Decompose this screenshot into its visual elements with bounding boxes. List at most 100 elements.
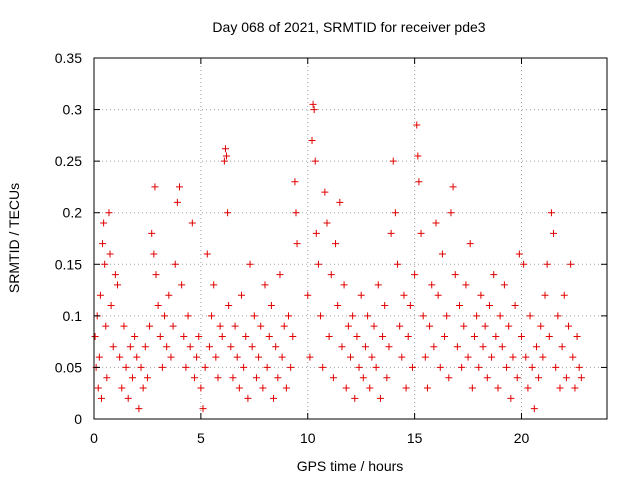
data-point [408, 363, 416, 371]
data-point [321, 188, 329, 196]
data-point [344, 322, 352, 330]
data-point [524, 384, 532, 392]
data-point [95, 353, 103, 361]
data-point [265, 332, 273, 340]
data-point [122, 363, 130, 371]
data-point [195, 332, 203, 340]
data-point [163, 343, 171, 351]
data-point [357, 291, 365, 299]
data-point [148, 229, 156, 237]
data-point [419, 312, 427, 320]
data-point [494, 384, 502, 392]
data-point [535, 374, 543, 382]
data-point [428, 281, 436, 289]
data-point [233, 353, 241, 361]
x-tick-label: 15 [407, 430, 423, 446]
data-point [94, 384, 102, 392]
data-point [188, 219, 196, 227]
data-point [518, 332, 525, 340]
data-point [218, 332, 226, 340]
data-point [274, 374, 282, 382]
y-tick-label: 0.35 [55, 50, 82, 66]
data-point [475, 363, 483, 371]
data-points [91, 100, 585, 413]
data-point [411, 271, 419, 279]
data-point [511, 302, 519, 310]
data-point [126, 343, 134, 351]
data-point [118, 384, 126, 392]
data-point [212, 353, 220, 361]
data-point [109, 343, 117, 351]
data-point [255, 353, 263, 361]
y-tick-label: 0 [74, 411, 82, 427]
data-point [152, 271, 160, 279]
data-point [334, 302, 342, 310]
data-point [441, 332, 449, 340]
data-point [458, 363, 466, 371]
data-point [180, 332, 188, 340]
data-point [205, 343, 213, 351]
data-point [310, 106, 318, 114]
data-point [176, 183, 183, 191]
data-point [131, 332, 139, 340]
data-point [291, 178, 299, 186]
data-point [287, 363, 295, 371]
data-point [387, 229, 395, 237]
data-point [509, 353, 517, 361]
x-tick-label: 20 [514, 430, 530, 446]
data-point [361, 343, 369, 351]
y-tick-label: 0.05 [55, 359, 82, 375]
plot-frame [93, 57, 608, 420]
data-point [370, 322, 378, 330]
data-point [552, 363, 560, 371]
data-point [227, 343, 235, 351]
data-point [473, 312, 481, 320]
data-point [257, 322, 265, 330]
data-point [391, 209, 399, 217]
data-point [451, 271, 459, 279]
data-point [325, 332, 333, 340]
data-point [530, 405, 538, 413]
data-point [216, 322, 224, 330]
data-point [214, 374, 222, 382]
x-tick-label: 5 [197, 430, 205, 446]
data-point [329, 374, 337, 382]
data-point [374, 281, 382, 289]
data-point [567, 260, 575, 268]
data-point [456, 302, 464, 310]
data-point [323, 219, 331, 227]
data-point [114, 281, 122, 289]
data-point [229, 374, 237, 382]
chart-title: Day 068 of 2021, SRMTID for receiver pde… [212, 19, 485, 35]
data-point [203, 250, 211, 258]
data-point [414, 152, 422, 160]
data-point [250, 312, 258, 320]
data-point [221, 145, 229, 153]
data-point [314, 260, 322, 268]
data-point [488, 353, 496, 361]
data-point [332, 240, 340, 248]
data-point [447, 209, 455, 217]
data-point [263, 363, 271, 371]
data-point [520, 260, 528, 268]
data-point [569, 353, 577, 361]
data-point [156, 332, 164, 340]
data-point [347, 353, 354, 361]
data-point [485, 302, 493, 310]
data-point [483, 374, 491, 382]
data-point [498, 343, 506, 351]
data-point [481, 322, 489, 330]
data-point [466, 240, 474, 248]
data-point [477, 291, 485, 299]
data-point [359, 374, 367, 382]
data-point [453, 343, 461, 351]
data-point [317, 312, 325, 320]
data-point [376, 394, 384, 402]
data-point [224, 209, 232, 217]
data-point [526, 312, 534, 320]
data-point [100, 219, 108, 227]
data-point [184, 312, 192, 320]
data-point [259, 384, 267, 392]
